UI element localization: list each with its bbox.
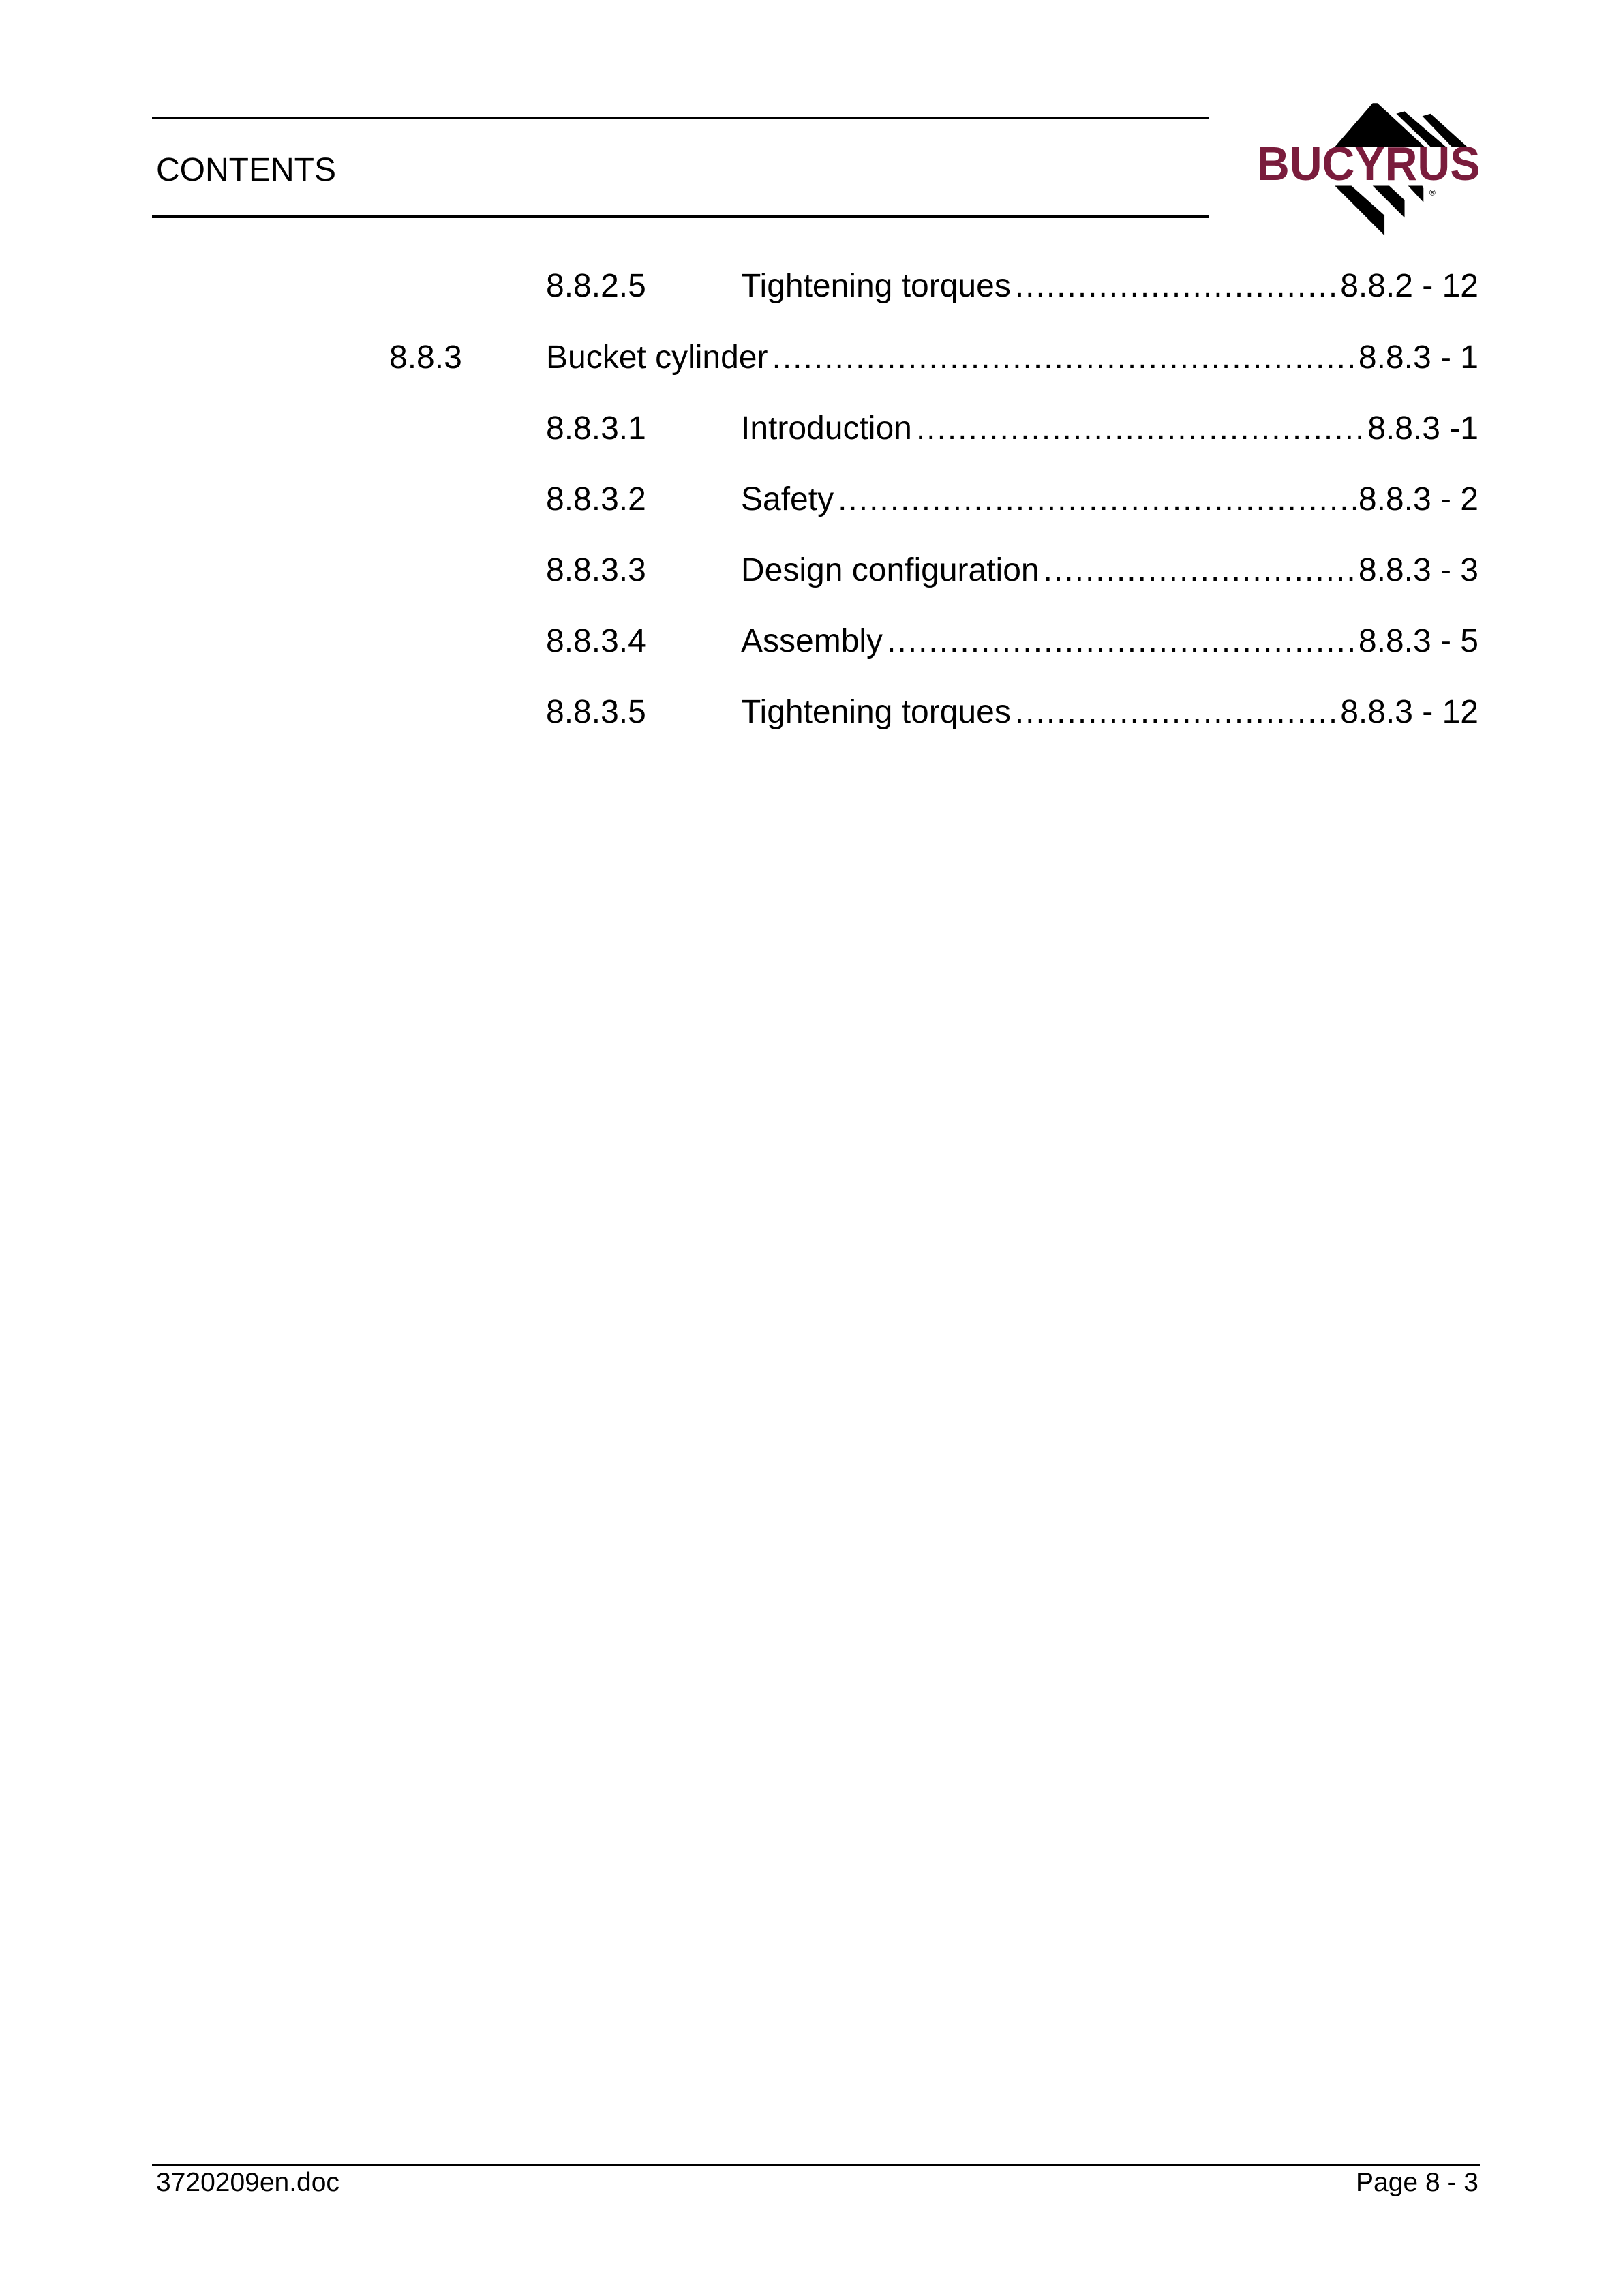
dot-leader (838, 479, 1359, 520)
toc-entry-title: Introduction (741, 410, 912, 447)
toc-entry-link[interactable]: Tightening torques 8.8.3 - 12 (741, 692, 1478, 733)
dot-leader (772, 337, 1358, 378)
toc-entry-number: 8.8.3.3 (546, 552, 646, 588)
toc-entry[interactable]: 8.8.2.5 Tightening torques 8.8.2 - 12 (0, 266, 1623, 307)
logo-wordmark: BUCYRUS (1257, 137, 1481, 190)
dot-leader (1015, 692, 1340, 733)
toc-entry[interactable]: 8.8.3.3 Design configuration 8.8.3 - 3 (0, 550, 1623, 591)
toc-entry-page: 8.8.3 - 12 (1340, 694, 1478, 730)
toc-entry[interactable]: 8.8.3 Bucket cylinder 8.8.3 - 1 (0, 337, 1623, 378)
toc-entry-page: 8.8.3 - 2 (1358, 481, 1478, 517)
toc-entry-number: 8.8.2.5 (546, 268, 646, 304)
toc-entry-page: 8.8.3 - 5 (1358, 623, 1478, 659)
footer-filename: 3720209en.doc (156, 2168, 339, 2197)
logo-stripe (1396, 111, 1446, 147)
toc-entry-page: 8.8.2 - 12 (1340, 268, 1478, 304)
toc-entry-page: 8.8.3 - 3 (1358, 552, 1478, 588)
footer-rule (152, 2164, 1480, 2166)
toc-entry-page: 8.8.3 - 1 (1358, 339, 1478, 376)
toc-entry-link[interactable]: Bucket cylinder 8.8.3 - 1 (546, 337, 1478, 378)
toc-entry-number: 8.8.3.4 (546, 623, 646, 659)
logo-stripe (1335, 185, 1385, 236)
header-top-rule (152, 117, 1209, 119)
registered-mark: ® (1429, 187, 1436, 197)
bucyrus-logo: BUCYRUS ® (1257, 103, 1481, 236)
footer-page-number: Page 8 - 3 (1356, 2168, 1478, 2197)
toc-entry-link[interactable]: Tightening torques 8.8.2 - 12 (741, 266, 1478, 307)
toc-entry-number: 8.8.3.2 (546, 481, 646, 517)
header-bottom-rule (152, 215, 1209, 218)
dot-leader (1015, 266, 1340, 307)
toc-entry-link[interactable]: Design configuration 8.8.3 - 3 (741, 550, 1478, 591)
logo-stripe (1422, 113, 1468, 147)
toc-entry[interactable]: 8.8.3.4 Assembly 8.8.3 - 5 (0, 621, 1623, 662)
dot-leader (887, 621, 1359, 662)
toc-entry-title: Bucket cylinder (546, 339, 768, 376)
toc-entry-title: Tightening torques (741, 268, 1011, 304)
page-title: CONTENTS (156, 152, 336, 188)
toc-entry-number: 8.8.3 (389, 339, 462, 376)
logo-stripe (1408, 185, 1424, 202)
toc-entry-title: Safety (741, 481, 834, 517)
toc-entry[interactable]: 8.8.3.2 Safety 8.8.3 - 2 (0, 479, 1623, 520)
toc-entry-link[interactable]: Assembly 8.8.3 - 5 (741, 621, 1478, 662)
toc-entry-page: 8.8.3 -1 (1367, 410, 1478, 447)
toc-entry-link[interactable]: Introduction 8.8.3 -1 (741, 408, 1478, 449)
toc-entry-title: Design configuration (741, 552, 1040, 588)
dot-leader (1044, 550, 1359, 591)
toc-entry-link[interactable]: Safety 8.8.3 - 2 (741, 479, 1478, 520)
logo-stripe (1372, 185, 1405, 218)
toc-entry[interactable]: 8.8.3.1 Introduction 8.8.3 -1 (0, 408, 1623, 449)
toc-entry-number: 8.8.3.5 (546, 694, 646, 730)
logo-mountain (1335, 103, 1425, 147)
toc-entry-title: Assembly (741, 623, 883, 659)
toc-entry-number: 8.8.3.1 (546, 410, 646, 447)
toc-entry[interactable]: 8.8.3.5 Tightening torques 8.8.3 - 12 (0, 692, 1623, 733)
dot-leader (916, 408, 1367, 449)
toc-entry-title: Tightening torques (741, 694, 1011, 730)
